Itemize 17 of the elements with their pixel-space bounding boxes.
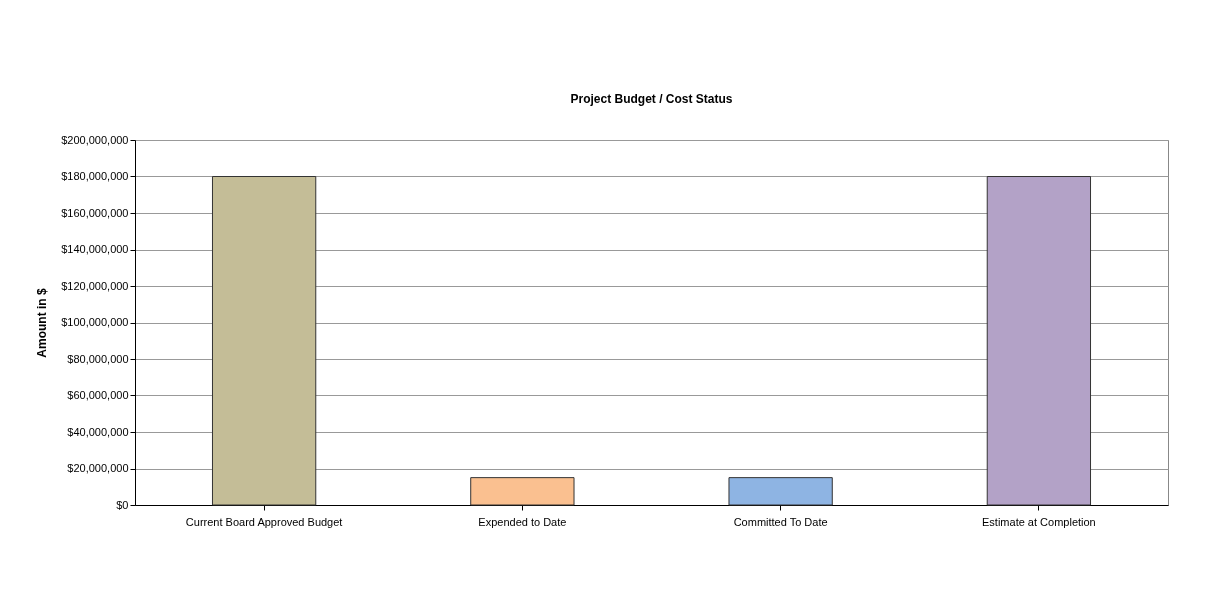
y-axis-title: Amount in $: [35, 288, 50, 358]
x-tick-label: Estimate at Completion: [982, 515, 1096, 528]
y-tick-label: $80,000,000: [67, 352, 129, 365]
y-tick-label: $140,000,000: [61, 243, 129, 255]
x-tick-label: Current Board Approved Budget: [185, 515, 343, 528]
x-tick-label: Expended to Date: [478, 515, 567, 528]
y-tick-label: $180,000,000: [61, 170, 129, 182]
x-tick-label: Committed To Date: [733, 515, 828, 528]
y-tick-label: $60,000,000: [67, 389, 129, 401]
y-tick-label: $40,000,000: [67, 425, 129, 438]
y-tick-label: $100,000,000: [61, 316, 129, 328]
y-tick-label: $20,000,000: [67, 462, 129, 474]
chart-title: Project Budget / Cost Status: [570, 92, 733, 106]
y-tick-label: $120,000,000: [61, 279, 129, 292]
y-tick-label: $0: [116, 498, 129, 511]
y-tick-label: $160,000,000: [61, 206, 129, 219]
y-tick-label: $200,000,000: [61, 133, 129, 146]
